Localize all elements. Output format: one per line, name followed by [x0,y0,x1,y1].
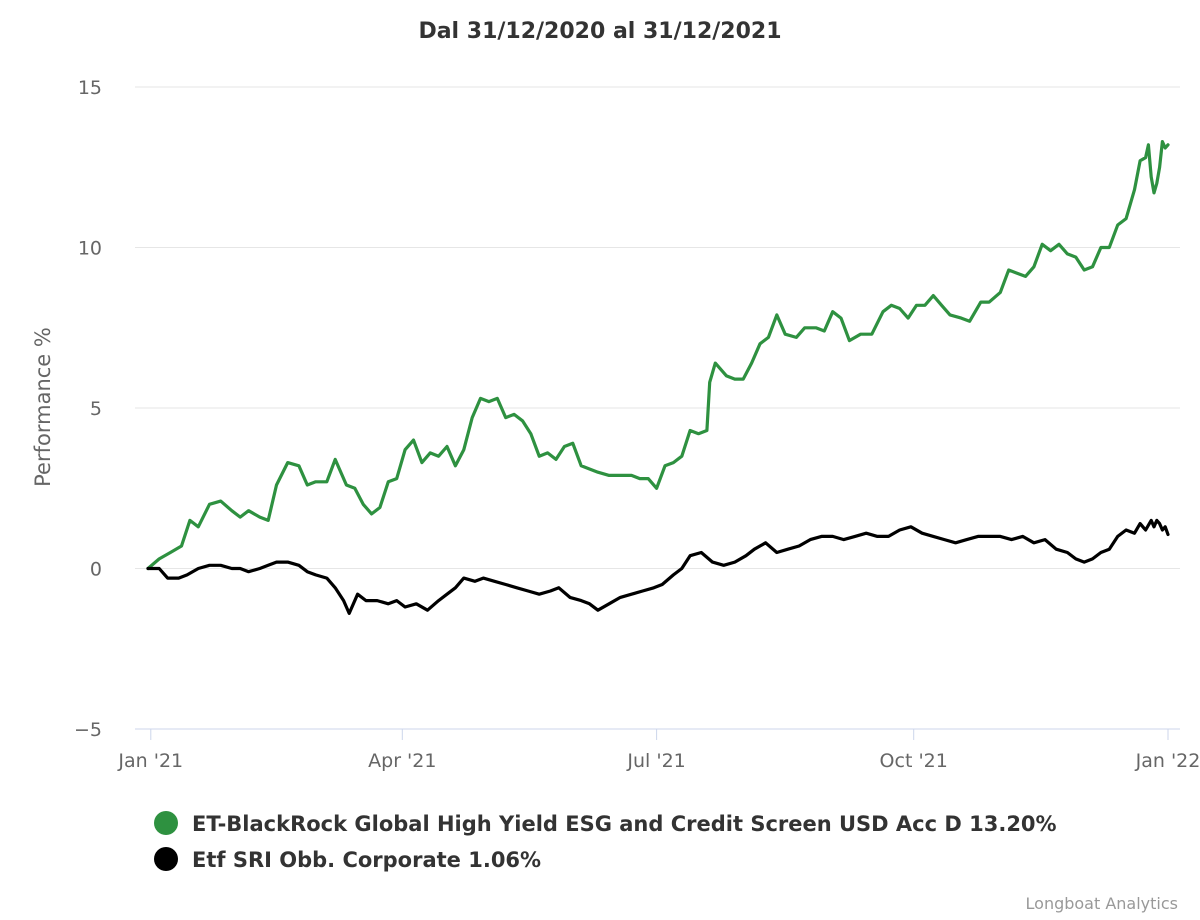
y-axis-ticks: 15 10 5 0 −5 [74,77,102,741]
x-tick-label: Jan '22 [1135,750,1200,772]
x-tick-label: Oct '21 [880,750,948,772]
legend-marker-0[interactable] [154,811,178,835]
legend: ET-BlackRock Global High Yield ESG and C… [154,811,1057,872]
y-tick-label: 0 [90,559,102,581]
y-tick-label: −5 [74,719,102,741]
series-line-1[interactable] [146,518,1170,615]
series-line-0[interactable] [146,140,1170,571]
y-axis-label: Performance % [31,327,55,487]
x-axis-ticks: Jan '21 Apr '21 Jul '21 Oct '21 Jan '22 [117,729,1200,772]
x-tick-label: Jul '21 [626,750,685,772]
chart-title: Dal 31/12/2020 al 31/12/2021 [418,19,781,44]
y-tick-label: 15 [78,77,102,99]
legend-item-0[interactable]: ET-BlackRock Global High Yield ESG and C… [192,812,1057,836]
y-tick-label: 10 [78,238,102,260]
series-lines [146,140,1170,615]
credits-text[interactable]: Longboat Analytics [1026,894,1178,913]
legend-marker-1[interactable] [154,847,178,871]
legend-item-1[interactable]: Etf SRI Obb. Corporate 1.06% [192,848,541,872]
y-gridlines [135,86,1180,569]
x-tick-label: Apr '21 [368,750,436,772]
y-tick-label: 5 [90,398,102,420]
x-tick-label: Jan '21 [117,750,183,772]
